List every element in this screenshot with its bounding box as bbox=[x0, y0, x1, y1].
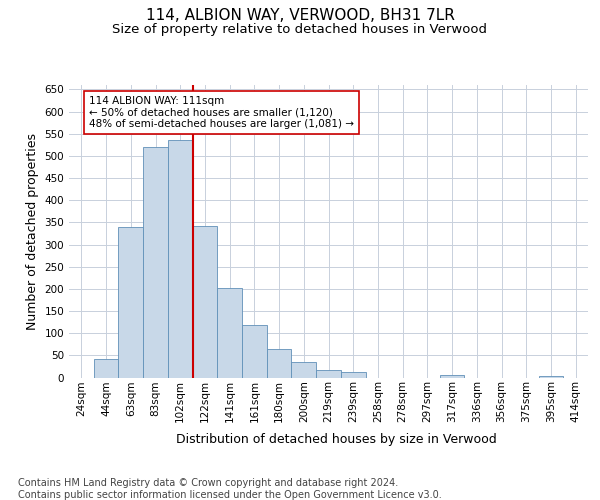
Text: Distribution of detached houses by size in Verwood: Distribution of detached houses by size … bbox=[176, 432, 496, 446]
Bar bbox=[292, 362, 316, 378]
Bar bbox=[94, 359, 118, 378]
Bar bbox=[168, 140, 193, 378]
Bar bbox=[193, 226, 217, 378]
Bar bbox=[242, 325, 267, 378]
Text: Size of property relative to detached houses in Verwood: Size of property relative to detached ho… bbox=[113, 22, 487, 36]
Bar bbox=[143, 147, 168, 378]
Bar bbox=[118, 227, 143, 378]
Text: Contains HM Land Registry data © Crown copyright and database right 2024.
Contai: Contains HM Land Registry data © Crown c… bbox=[18, 478, 442, 500]
Bar bbox=[440, 376, 464, 378]
Y-axis label: Number of detached properties: Number of detached properties bbox=[26, 132, 39, 330]
Bar bbox=[217, 288, 242, 378]
Bar bbox=[316, 370, 341, 378]
Text: 114, ALBION WAY, VERWOOD, BH31 7LR: 114, ALBION WAY, VERWOOD, BH31 7LR bbox=[146, 8, 454, 22]
Bar bbox=[341, 372, 365, 378]
Bar bbox=[267, 348, 292, 378]
Bar bbox=[539, 376, 563, 378]
Text: 114 ALBION WAY: 111sqm
← 50% of detached houses are smaller (1,120)
48% of semi-: 114 ALBION WAY: 111sqm ← 50% of detached… bbox=[89, 96, 354, 130]
